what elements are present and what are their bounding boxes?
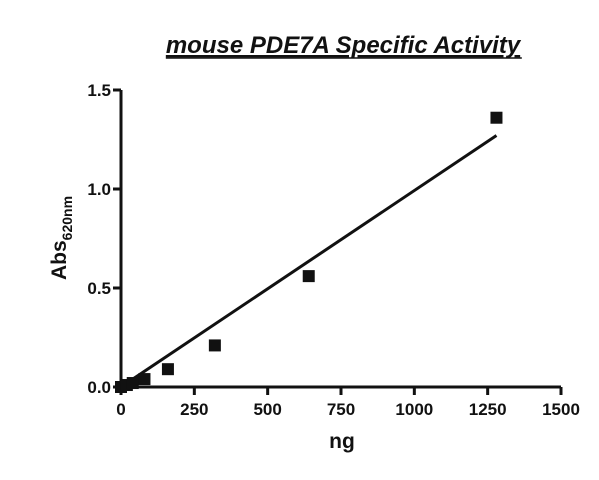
data-point (138, 373, 151, 386)
fit-line-group (120, 134, 498, 389)
x-tick-label: 1000 (395, 400, 433, 419)
x-axis-label: ng (329, 430, 355, 453)
y-tick-label: 0.0 (87, 378, 111, 397)
data-point (126, 377, 139, 390)
chart-title: mouse PDE7A Specific Activity (166, 32, 522, 59)
fit-line (120, 134, 498, 389)
y-tick-label: 1.0 (87, 180, 111, 199)
x-tick-label: 0 (116, 400, 125, 419)
x-tick-label: 500 (253, 400, 281, 419)
y-axis-label-sub: 620nm (59, 196, 75, 240)
y-axis-label: Abs620nm (48, 196, 75, 280)
data-points (115, 111, 503, 393)
data-point (208, 339, 221, 352)
y-tick-label: 1.5 (87, 81, 111, 100)
y-tick-label: 0.5 (87, 279, 111, 298)
data-point (302, 270, 315, 283)
x-tick-label: 250 (180, 400, 208, 419)
y-axis-label-main: Abs (48, 240, 71, 280)
ticks: 0 250 500 750 1000 1250 1500 0.0 0.5 1.0 1.5 (87, 81, 580, 419)
data-point (490, 111, 503, 124)
data-point (161, 363, 174, 376)
x-tick-label: 1500 (542, 400, 580, 419)
x-tick-label: 1250 (469, 400, 507, 419)
x-tick-label: 750 (327, 400, 355, 419)
